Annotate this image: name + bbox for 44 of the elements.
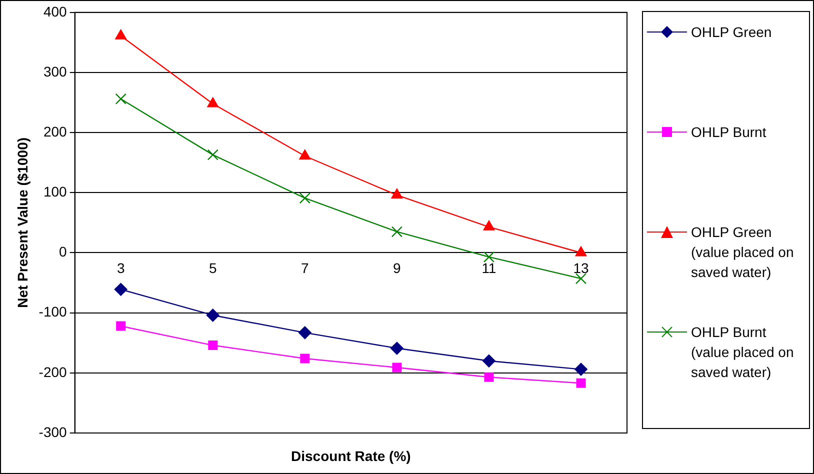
point bbox=[300, 354, 310, 364]
point bbox=[392, 362, 402, 372]
legend-label: OHLP Burnt bbox=[691, 123, 766, 142]
point bbox=[391, 188, 403, 199]
y-axis-title: Net Present Value ($1000) bbox=[14, 137, 30, 308]
x-tick-label: 7 bbox=[300, 260, 309, 276]
point bbox=[391, 226, 402, 238]
y-tick-label: 0 bbox=[59, 244, 68, 260]
point bbox=[482, 354, 496, 368]
point bbox=[483, 251, 495, 262]
x-tick-label: 3 bbox=[116, 260, 125, 276]
legend-label: OHLP Green bbox=[691, 23, 772, 42]
point bbox=[207, 149, 218, 160]
legend-label: OHLP Green (value placed on saved water) bbox=[691, 223, 795, 282]
point bbox=[298, 326, 312, 340]
y-tick-label: -300 bbox=[38, 424, 68, 440]
point bbox=[114, 282, 128, 296]
point bbox=[208, 340, 218, 350]
x-tick-label: 9 bbox=[393, 260, 402, 276]
point bbox=[483, 220, 495, 230]
x-tick-label: 11 bbox=[482, 260, 496, 276]
point bbox=[299, 150, 311, 160]
y-tick-label: 300 bbox=[43, 63, 68, 80]
point bbox=[390, 342, 404, 355]
point bbox=[574, 362, 588, 376]
x-tick-label: 13 bbox=[573, 260, 589, 276]
legend-label: OHLP Burnt (value placed on saved water) bbox=[691, 323, 795, 382]
point bbox=[115, 93, 126, 104]
y-tick-label: 400 bbox=[43, 3, 68, 20]
point bbox=[206, 308, 220, 322]
point bbox=[576, 378, 586, 388]
point bbox=[575, 246, 587, 256]
y-tick-label: 100 bbox=[43, 184, 68, 200]
point bbox=[575, 273, 587, 284]
point bbox=[299, 192, 310, 204]
point bbox=[115, 29, 127, 40]
point bbox=[207, 97, 219, 108]
point bbox=[484, 372, 494, 382]
point bbox=[116, 321, 126, 331]
x-tick-label: 5 bbox=[208, 260, 217, 276]
y-tick-label: -200 bbox=[38, 364, 68, 380]
x-axis-title: Discount Rate (%) bbox=[291, 448, 411, 464]
y-tick-label: -100 bbox=[38, 304, 68, 320]
y-tick-label: 200 bbox=[43, 123, 68, 140]
